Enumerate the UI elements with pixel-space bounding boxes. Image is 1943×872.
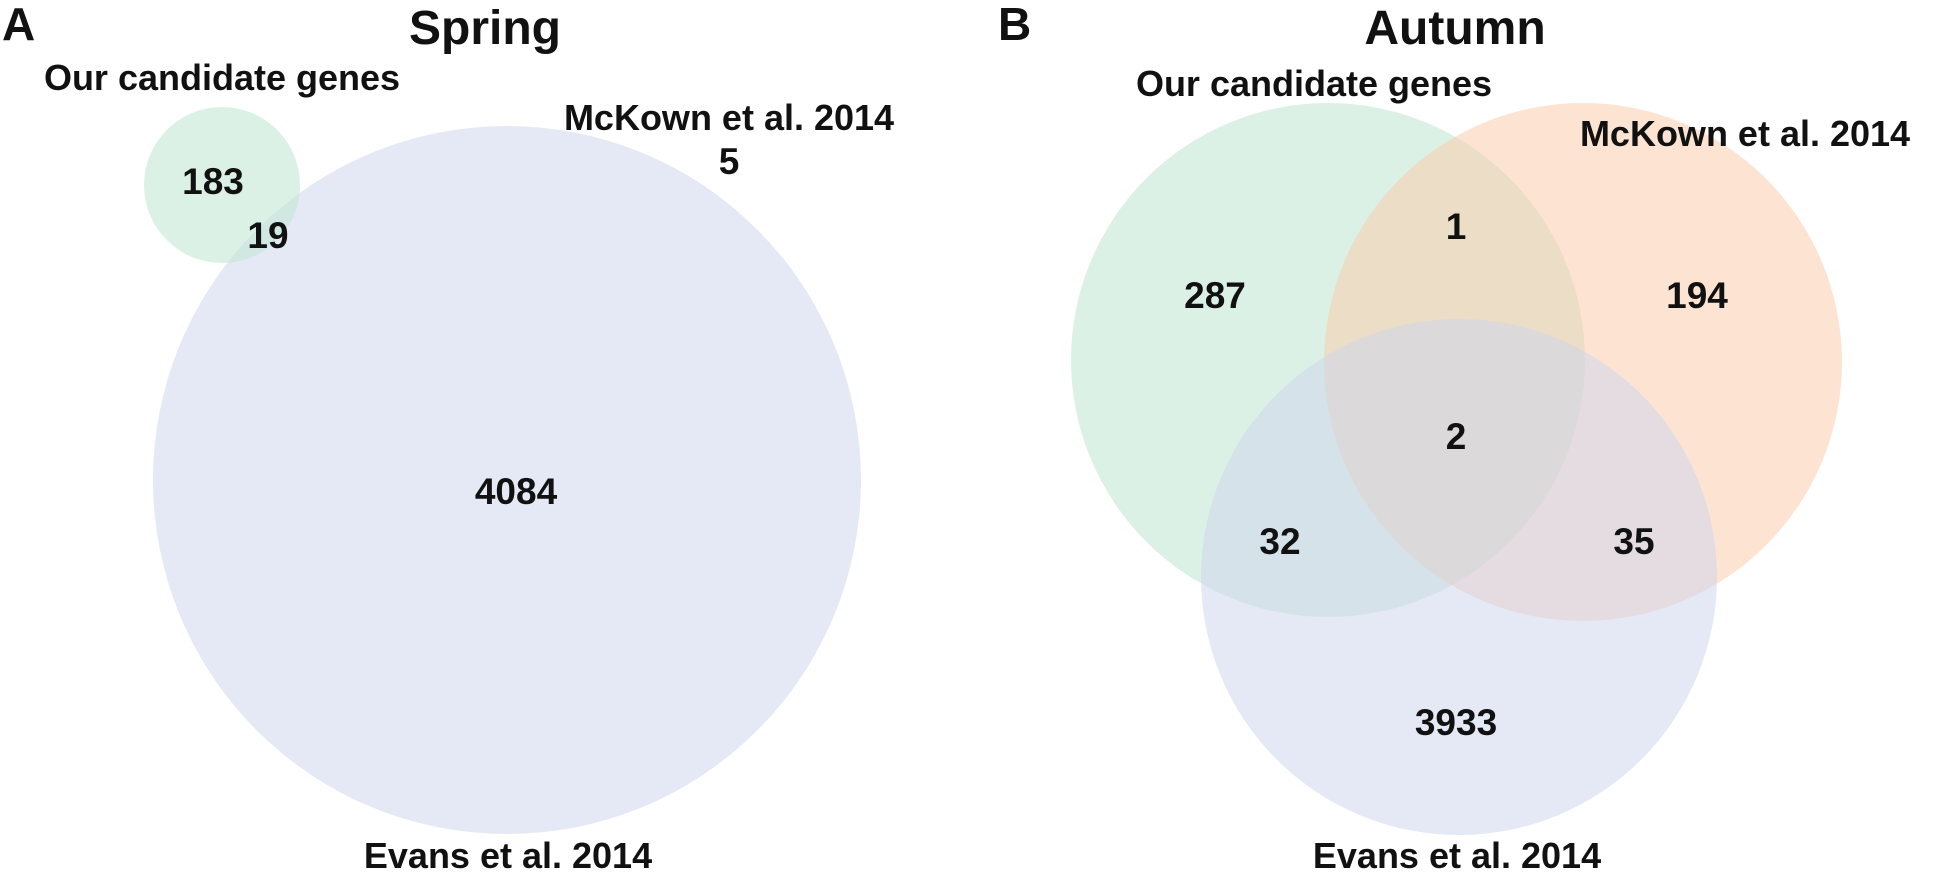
panel-a-mckown-label: McKown et al. 2014 xyxy=(564,97,894,138)
panel-a-candidate-circle xyxy=(144,107,300,263)
panel-a-evans-circle xyxy=(153,126,861,834)
panel-a-candidate-label: Our candidate genes xyxy=(44,57,400,98)
panel-b-count-candidate-only: 287 xyxy=(1184,275,1246,316)
panel-b: B Autumn Our candidate genes McKown et a… xyxy=(998,0,1910,872)
panel-b-count-mckown-only: 194 xyxy=(1666,275,1728,316)
panel-a-count-mckown-only: 5 xyxy=(719,141,740,182)
panel-a-evans-label: Evans et al. 2014 xyxy=(364,835,652,872)
panel-a-title: Spring xyxy=(409,2,561,55)
panel-b-evans-circle xyxy=(1201,319,1717,835)
panel-b-count-evans-only: 3933 xyxy=(1415,702,1497,743)
panel-a-count-candidate-only: 183 xyxy=(182,161,244,202)
panel-a: A Spring Our candidate genes McKown et a… xyxy=(2,0,894,872)
panel-b-evans-label: Evans et al. 2014 xyxy=(1313,835,1601,872)
panel-b-count-candidate-evans: 32 xyxy=(1259,521,1300,562)
panel-b-mckown-label: McKown et al. 2014 xyxy=(1580,113,1910,154)
panel-b-count-all-three: 2 xyxy=(1446,416,1467,457)
panel-b-letter: B xyxy=(998,0,1031,50)
panel-b-count-candidate-mckown: 1 xyxy=(1446,206,1467,247)
panel-a-letter: A xyxy=(2,0,35,50)
panel-a-count-candidate-evans: 19 xyxy=(247,215,288,256)
panel-b-count-mckown-evans: 35 xyxy=(1613,521,1654,562)
panel-b-candidate-label: Our candidate genes xyxy=(1136,63,1492,104)
panel-a-count-evans-only: 4084 xyxy=(475,471,558,512)
panel-b-title: Autumn xyxy=(1364,2,1545,55)
